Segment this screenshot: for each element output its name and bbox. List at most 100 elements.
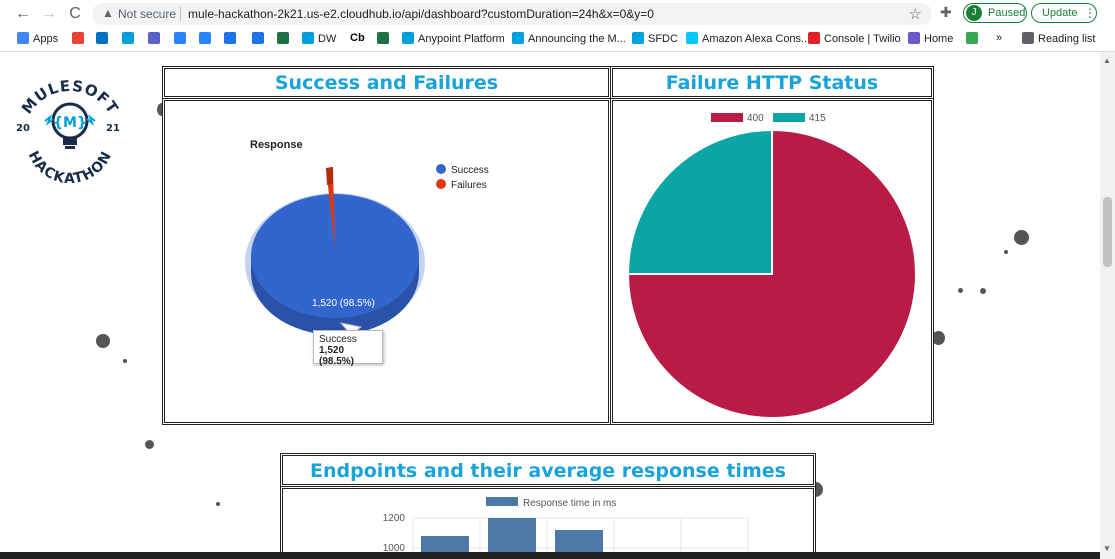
pie-data-label: 1,520 (98.5%) bbox=[312, 298, 375, 309]
bookmark-item[interactable]: Console | Twilio bbox=[808, 32, 901, 45]
legend-415-label[interactable]: 415 bbox=[809, 113, 826, 124]
decor-dot bbox=[123, 359, 127, 363]
endpoints-bar-chart: Response time in ms 1200 1000 bbox=[383, 497, 749, 559]
failure-http-chart-panel: 400 415 bbox=[610, 98, 934, 425]
bookmark-item[interactable] bbox=[122, 32, 138, 45]
url-text[interactable]: mule-hackathon-2k21.us-e2.cloudhub.io/ap… bbox=[188, 7, 654, 21]
legend-response-time-label[interactable]: Response time in ms bbox=[523, 498, 616, 509]
avatar: J bbox=[966, 5, 982, 21]
bookmark-item[interactable] bbox=[277, 32, 293, 45]
bookmarks-bar: Apps DW Cb Anypoint Platform Announcing the … bbox=[0, 29, 1115, 52]
forward-button[interactable]: → bbox=[41, 5, 57, 22]
bookmark-item[interactable] bbox=[72, 32, 88, 45]
gmail-icon bbox=[72, 32, 84, 44]
bookmark-label: DW bbox=[318, 33, 337, 45]
security-label[interactable]: Not secure bbox=[118, 7, 177, 21]
logo-top-text: MULESOFT bbox=[18, 77, 121, 117]
teams-icon bbox=[148, 32, 160, 44]
tooltip-label: Success bbox=[319, 334, 357, 345]
legend-failures-label[interactable]: Failures bbox=[451, 180, 487, 191]
logo-year-right: 21 bbox=[106, 123, 120, 134]
svg-text:HACKATHON: HACKATHON bbox=[25, 149, 116, 187]
apps-grid-icon bbox=[17, 32, 29, 44]
legend-response-time-swatch bbox=[486, 497, 518, 506]
legend-failures-swatch bbox=[436, 179, 446, 189]
alexa-ring-icon bbox=[686, 32, 698, 44]
bookmark-label: Announcing the M... bbox=[528, 33, 626, 45]
outlook-icon bbox=[96, 32, 108, 44]
pie-slice-415[interactable] bbox=[626, 128, 773, 275]
bookmark-item[interactable]: Reading list bbox=[1022, 32, 1095, 45]
bookmark-item[interactable]: Apps bbox=[17, 32, 58, 45]
update-button[interactable]: Update ⋮ bbox=[1031, 3, 1097, 23]
bookmark-item[interactable]: DW bbox=[302, 32, 336, 45]
address-bar[interactable]: ▲ Not secure mule-hackathon-2k21.us-e2.c… bbox=[92, 3, 932, 25]
bookmark-label: Cb bbox=[350, 32, 365, 44]
pie-slice-failures-side bbox=[326, 167, 333, 185]
jira-icon bbox=[174, 32, 186, 44]
bookmark-item[interactable] bbox=[199, 32, 215, 45]
endpoints-title: Endpoints and their average response tim… bbox=[310, 460, 786, 482]
bookmark-item[interactable]: Home bbox=[908, 32, 953, 45]
mulesoft-icon bbox=[302, 32, 314, 44]
mulesoft-hackathon-logo: MULESOFT HACKATHON 20 21 {M} bbox=[16, 77, 121, 187]
bookmark-label: Anypoint Platform bbox=[418, 33, 505, 45]
y-tick-label: 1000 bbox=[383, 543, 406, 554]
bookmark-item[interactable] bbox=[174, 32, 190, 45]
response-chart-title: Response bbox=[250, 139, 303, 151]
bookmark-label: Home bbox=[924, 33, 954, 45]
legend-400-label[interactable]: 400 bbox=[747, 113, 764, 124]
failure-http-title: Failure HTTP Status bbox=[665, 72, 879, 94]
bookmark-item[interactable] bbox=[377, 32, 393, 45]
reload-button[interactable]: C bbox=[69, 5, 81, 22]
update-label: Update bbox=[1042, 7, 1078, 19]
success-failures-title: Success and Failures bbox=[274, 72, 499, 94]
bookmark-item[interactable]: » bbox=[996, 32, 1002, 44]
bookmark-item[interactable]: Amazon Alexa Cons... bbox=[686, 32, 810, 45]
warning-triangle-icon[interactable]: ▲ bbox=[102, 6, 114, 20]
pie-slice-400[interactable] bbox=[626, 128, 917, 419]
bookmark-label: SFDC bbox=[648, 33, 678, 45]
confluence-icon bbox=[199, 32, 211, 44]
bookmark-item[interactable]: SFDC bbox=[632, 32, 678, 45]
pie-slice-success[interactable] bbox=[251, 194, 419, 318]
legend-415-swatch bbox=[773, 113, 805, 122]
browser-toolbar: ← → C ▲ Not secure mule-hackathon-2k21.u… bbox=[0, 0, 1115, 28]
pie-slice-failures[interactable] bbox=[326, 167, 335, 249]
bookmark-label: Reading list bbox=[1038, 33, 1096, 45]
page-scrollbar[interactable]: ▲ ▼ bbox=[1100, 52, 1115, 559]
decor-dot bbox=[1004, 250, 1008, 254]
bookmark-item[interactable] bbox=[252, 32, 268, 45]
bookmark-item[interactable] bbox=[96, 32, 112, 45]
scroll-up-icon[interactable]: ▲ bbox=[1103, 56, 1111, 65]
profile-button[interactable]: J Paused bbox=[963, 3, 1027, 23]
bookmark-item[interactable] bbox=[224, 32, 240, 45]
bookmark-item[interactable] bbox=[966, 32, 982, 45]
bookmark-item[interactable] bbox=[148, 32, 164, 45]
divider bbox=[180, 7, 181, 21]
bookmark-item[interactable]: Cb bbox=[350, 32, 365, 44]
lightbulb-mule-icon: {M} bbox=[44, 102, 96, 149]
extensions-puzzle-icon[interactable]: ✚ bbox=[940, 4, 952, 20]
legend-success-label[interactable]: Success bbox=[451, 165, 489, 176]
logo-bottom-text: HACKATHON bbox=[25, 149, 115, 187]
cloud-icon bbox=[224, 32, 236, 44]
tc-icon bbox=[377, 32, 389, 44]
bookmark-star-icon[interactable]: ☆ bbox=[908, 6, 922, 23]
green-box-icon bbox=[966, 32, 978, 44]
mulesoft-icon bbox=[402, 32, 414, 44]
bookmark-label: » bbox=[996, 32, 1003, 44]
kebab-menu-icon[interactable]: ⋮ bbox=[1084, 6, 1096, 20]
bookmark-label: Amazon Alexa Cons... bbox=[702, 33, 811, 45]
scroll-thumb[interactable] bbox=[1103, 197, 1112, 267]
http-status-pie-chart: 400 415 bbox=[626, 113, 917, 419]
back-button[interactable]: ← bbox=[15, 5, 31, 22]
reading-list-icon bbox=[1022, 32, 1034, 44]
scroll-down-icon[interactable]: ▼ bbox=[1103, 544, 1111, 553]
bookmark-item[interactable]: Announcing the M... bbox=[512, 32, 626, 45]
success-failures-chart-panel: Response 1,520 (98.5%) Success Failures bbox=[162, 98, 611, 425]
bookmark-item[interactable]: Anypoint Platform bbox=[402, 32, 505, 45]
http-pie-slices bbox=[626, 128, 917, 419]
endpoints-chart-panel: Response time in ms 1200 1000 bbox=[280, 486, 816, 559]
failure-http-header: Failure HTTP Status bbox=[610, 66, 934, 99]
